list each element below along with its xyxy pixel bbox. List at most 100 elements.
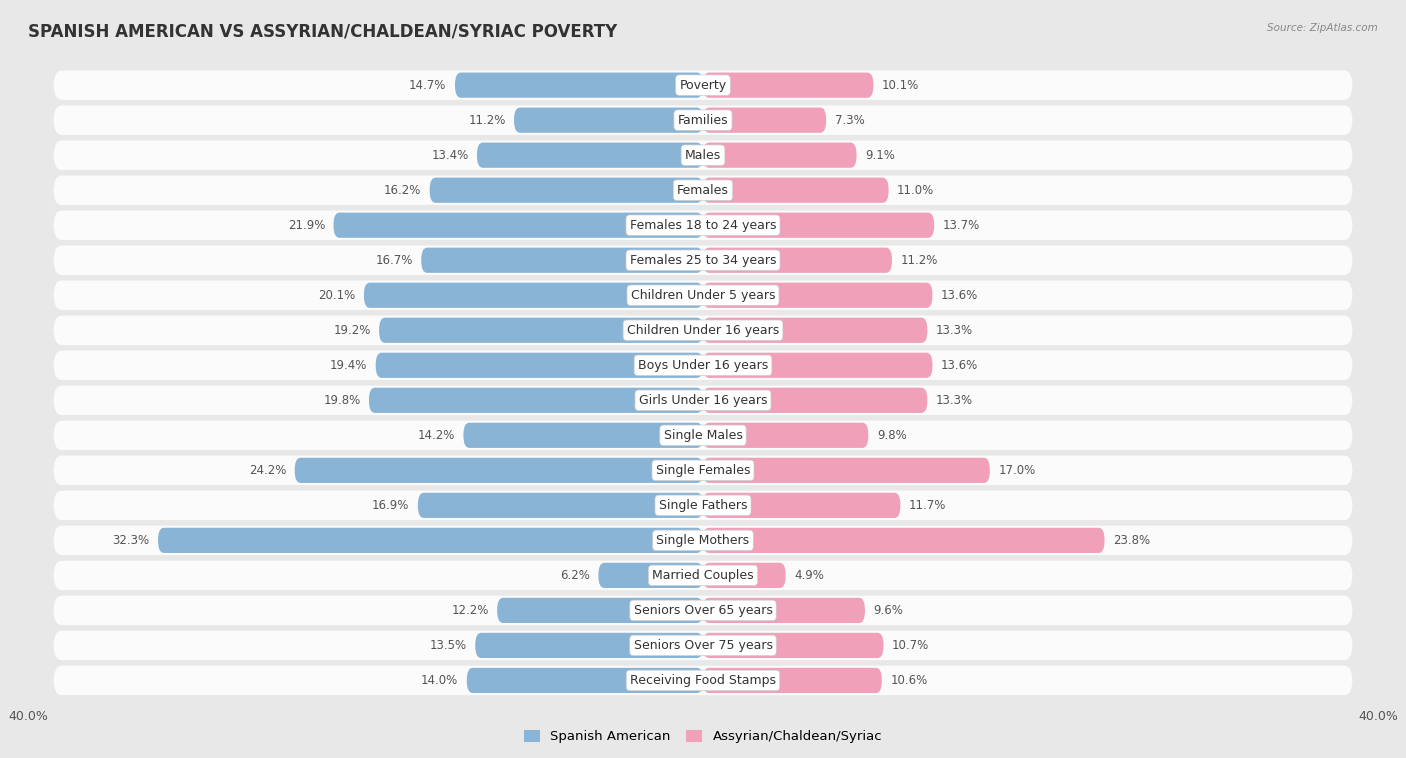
FancyBboxPatch shape — [53, 666, 1353, 695]
FancyBboxPatch shape — [703, 143, 856, 168]
FancyBboxPatch shape — [515, 108, 703, 133]
Text: 20.1%: 20.1% — [318, 289, 356, 302]
Text: Children Under 16 years: Children Under 16 years — [627, 324, 779, 337]
Text: 13.5%: 13.5% — [430, 639, 467, 652]
FancyBboxPatch shape — [53, 70, 1353, 100]
Text: 16.2%: 16.2% — [384, 183, 422, 196]
Text: 17.0%: 17.0% — [998, 464, 1035, 477]
Text: 14.0%: 14.0% — [422, 674, 458, 687]
FancyBboxPatch shape — [703, 177, 889, 203]
Text: Receiving Food Stamps: Receiving Food Stamps — [630, 674, 776, 687]
FancyBboxPatch shape — [53, 631, 1353, 660]
Text: Married Couples: Married Couples — [652, 569, 754, 582]
Text: 13.6%: 13.6% — [941, 289, 979, 302]
FancyBboxPatch shape — [703, 212, 934, 238]
Legend: Spanish American, Assyrian/Chaldean/Syriac: Spanish American, Assyrian/Chaldean/Syri… — [523, 730, 883, 744]
Text: 24.2%: 24.2% — [249, 464, 287, 477]
FancyBboxPatch shape — [703, 528, 1105, 553]
Text: Females: Females — [678, 183, 728, 196]
FancyBboxPatch shape — [380, 318, 703, 343]
FancyBboxPatch shape — [703, 73, 873, 98]
Text: 32.3%: 32.3% — [112, 534, 149, 547]
FancyBboxPatch shape — [703, 458, 990, 483]
FancyBboxPatch shape — [53, 386, 1353, 415]
FancyBboxPatch shape — [364, 283, 703, 308]
FancyBboxPatch shape — [703, 423, 869, 448]
FancyBboxPatch shape — [703, 352, 932, 378]
FancyBboxPatch shape — [53, 246, 1353, 275]
Text: 11.2%: 11.2% — [900, 254, 938, 267]
FancyBboxPatch shape — [703, 598, 865, 623]
Text: 11.7%: 11.7% — [908, 499, 946, 512]
FancyBboxPatch shape — [703, 248, 891, 273]
Text: Males: Males — [685, 149, 721, 161]
Text: 6.2%: 6.2% — [560, 569, 591, 582]
Text: 16.9%: 16.9% — [373, 499, 409, 512]
Text: 10.1%: 10.1% — [882, 79, 920, 92]
FancyBboxPatch shape — [53, 421, 1353, 450]
Text: Single Males: Single Males — [664, 429, 742, 442]
Text: 19.2%: 19.2% — [333, 324, 371, 337]
Text: 10.7%: 10.7% — [891, 639, 929, 652]
FancyBboxPatch shape — [295, 458, 703, 483]
Text: 19.8%: 19.8% — [323, 394, 360, 407]
Text: Families: Families — [678, 114, 728, 127]
FancyBboxPatch shape — [703, 633, 883, 658]
Text: 9.1%: 9.1% — [865, 149, 894, 161]
Text: 7.3%: 7.3% — [835, 114, 865, 127]
Text: Girls Under 16 years: Girls Under 16 years — [638, 394, 768, 407]
Text: 13.4%: 13.4% — [432, 149, 468, 161]
FancyBboxPatch shape — [53, 525, 1353, 555]
Text: 13.3%: 13.3% — [936, 324, 973, 337]
FancyBboxPatch shape — [467, 668, 703, 693]
FancyBboxPatch shape — [703, 387, 928, 413]
Text: Boys Under 16 years: Boys Under 16 years — [638, 359, 768, 371]
Text: Females 18 to 24 years: Females 18 to 24 years — [630, 219, 776, 232]
Text: SPANISH AMERICAN VS ASSYRIAN/CHALDEAN/SYRIAC POVERTY: SPANISH AMERICAN VS ASSYRIAN/CHALDEAN/SY… — [28, 23, 617, 41]
FancyBboxPatch shape — [53, 561, 1353, 590]
FancyBboxPatch shape — [703, 668, 882, 693]
FancyBboxPatch shape — [53, 596, 1353, 625]
FancyBboxPatch shape — [475, 633, 703, 658]
FancyBboxPatch shape — [53, 211, 1353, 240]
Text: Seniors Over 65 years: Seniors Over 65 years — [634, 604, 772, 617]
Text: 14.2%: 14.2% — [418, 429, 456, 442]
FancyBboxPatch shape — [53, 105, 1353, 135]
FancyBboxPatch shape — [464, 423, 703, 448]
Text: 4.9%: 4.9% — [794, 569, 824, 582]
Text: Poverty: Poverty — [679, 79, 727, 92]
FancyBboxPatch shape — [422, 248, 703, 273]
Text: 23.8%: 23.8% — [1114, 534, 1150, 547]
Text: 19.4%: 19.4% — [330, 359, 367, 371]
FancyBboxPatch shape — [53, 315, 1353, 345]
Text: Seniors Over 75 years: Seniors Over 75 years — [634, 639, 772, 652]
FancyBboxPatch shape — [456, 73, 703, 98]
Text: 16.7%: 16.7% — [375, 254, 413, 267]
Text: 10.6%: 10.6% — [890, 674, 928, 687]
FancyBboxPatch shape — [53, 490, 1353, 520]
FancyBboxPatch shape — [703, 283, 932, 308]
FancyBboxPatch shape — [599, 562, 703, 588]
FancyBboxPatch shape — [703, 108, 827, 133]
FancyBboxPatch shape — [477, 143, 703, 168]
Text: 11.0%: 11.0% — [897, 183, 934, 196]
Text: 14.7%: 14.7% — [409, 79, 447, 92]
Text: 13.7%: 13.7% — [942, 219, 980, 232]
FancyBboxPatch shape — [498, 598, 703, 623]
FancyBboxPatch shape — [53, 176, 1353, 205]
Text: Single Mothers: Single Mothers — [657, 534, 749, 547]
Text: 21.9%: 21.9% — [288, 219, 325, 232]
FancyBboxPatch shape — [53, 140, 1353, 170]
Text: 9.6%: 9.6% — [873, 604, 903, 617]
Text: Single Females: Single Females — [655, 464, 751, 477]
FancyBboxPatch shape — [53, 456, 1353, 485]
FancyBboxPatch shape — [703, 493, 900, 518]
Text: 13.3%: 13.3% — [936, 394, 973, 407]
FancyBboxPatch shape — [53, 350, 1353, 380]
FancyBboxPatch shape — [418, 493, 703, 518]
Text: 11.2%: 11.2% — [468, 114, 506, 127]
FancyBboxPatch shape — [430, 177, 703, 203]
Text: Children Under 5 years: Children Under 5 years — [631, 289, 775, 302]
FancyBboxPatch shape — [703, 318, 928, 343]
Text: 12.2%: 12.2% — [451, 604, 489, 617]
